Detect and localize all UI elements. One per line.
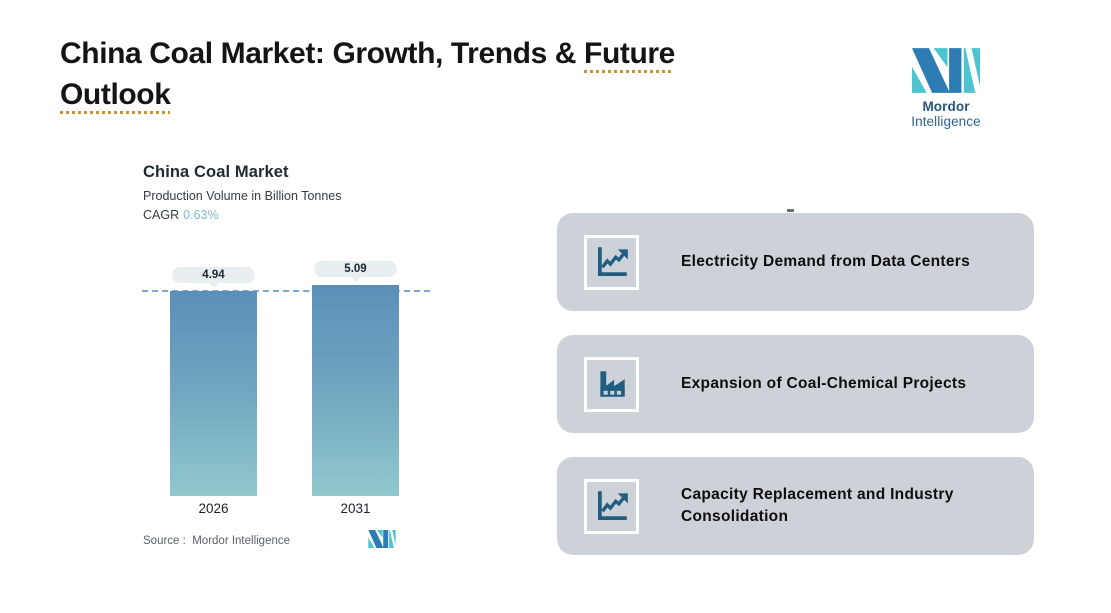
chart-header: China Coal Market Production Volume in B… [143, 163, 473, 222]
page-title-underlined: Future Outlook [60, 37, 675, 111]
value-label-2031: 5.09 [314, 261, 397, 282]
brand-name: Mordor Intelligence [886, 99, 1006, 129]
value-text: 5.09 [344, 263, 367, 275]
chart-cagr: CAGR 0.63% [143, 208, 473, 222]
cagr-value: 0.63% [183, 208, 219, 222]
card-label: Electricity Demand from Data Centers [681, 252, 971, 270]
driver-card: Expansion of Coal-Chemical Projects [557, 335, 1034, 433]
mordor-mini-logo-mark-icon [368, 530, 397, 553]
x-axis-label-2031: 2031 [340, 501, 371, 516]
page-title: China Coal Market: Growth, Trends & Futu… [60, 34, 784, 116]
stray-mark [787, 209, 794, 212]
pill-pointer [349, 276, 362, 282]
mordor-logo-mark-icon [886, 48, 1006, 93]
line-chart-icon [584, 478, 639, 534]
brand-name-regular: Intelligence [911, 114, 981, 129]
value-label-2026: 4.94 [172, 267, 255, 288]
source-note: Source : Mordor Intelligence [143, 535, 291, 547]
brand-name-bold: Mordor [922, 99, 970, 114]
driver-card: Electricity Demand from Data Centers [557, 213, 1034, 311]
bar-2031 [312, 285, 399, 496]
chart-title: China Coal Market [143, 163, 289, 181]
x-axis-label-2026: 2026 [198, 501, 229, 516]
page-title-prefix: China Coal Market: Growth, Trends & [60, 37, 585, 70]
line-chart-icon [584, 234, 639, 290]
chart-subtitle: Production Volume in Billion Tonnes [143, 189, 342, 203]
pill-pointer [207, 282, 220, 288]
bar-chart: 4.94 5.09 2026 2031 [140, 255, 440, 555]
dashed-reference-line [142, 290, 430, 292]
growth-drivers-list: Electricity Demand from Data Centers Exp… [557, 213, 1034, 555]
bar-2026 [170, 291, 257, 496]
driver-card: Capacity Replacement and Industry Consol… [557, 457, 1034, 555]
value-text: 4.94 [202, 269, 225, 281]
card-label: Capacity Replacement and Industry Consol… [681, 485, 954, 525]
card-label: Expansion of Coal-Chemical Projects [681, 374, 967, 392]
source-row: Source : Mordor Intelligence [143, 530, 403, 549]
factory-icon [584, 356, 639, 412]
mordor-logo: Mordor Intelligence [886, 48, 1006, 129]
cagr-label: CAGR [143, 208, 180, 222]
